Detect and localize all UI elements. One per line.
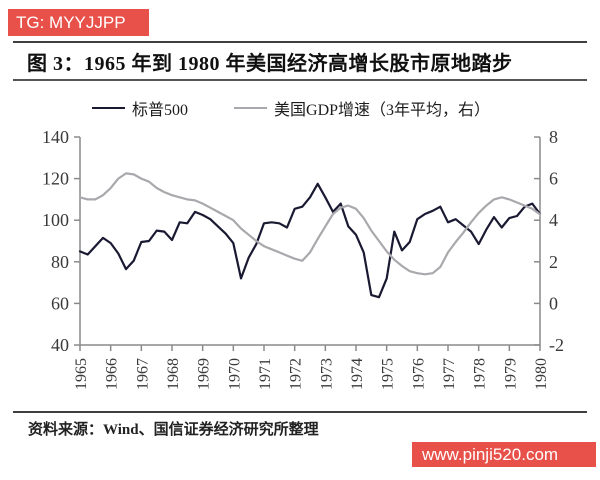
left-axis-tick-label: 120 bbox=[42, 169, 69, 189]
series-gdp-line bbox=[78, 172, 542, 276]
data-source-note: 资料来源：Wind、国信证券经济研究所整理 bbox=[28, 422, 319, 438]
x-axis-tick-label: 1965 bbox=[73, 358, 90, 390]
legend-label-gdp: 美国GDP增速（3年平均，右） bbox=[274, 102, 491, 119]
x-axis-tick-label: 1976 bbox=[410, 358, 427, 390]
left-axis-tick-label: 140 bbox=[42, 127, 69, 147]
right-axis-tick-label: 0 bbox=[549, 293, 558, 313]
x-axis-tick-label: 1979 bbox=[502, 358, 519, 390]
x-axis-tick-label: 1973 bbox=[318, 358, 335, 390]
right-axis-tick-label: -2 bbox=[549, 335, 564, 355]
x-axis-tick-label: 1980 bbox=[533, 358, 550, 390]
right-axis-tick-label: 6 bbox=[549, 169, 558, 189]
watermark-banner-bottom: www.pinji520.com bbox=[412, 442, 596, 467]
figure-title: 图 3：1965 年到 1980 年美国经济高增长股市原地踏步 bbox=[27, 53, 513, 75]
left-axis-tick-label: 100 bbox=[42, 210, 69, 230]
x-axis-tick-label: 1966 bbox=[104, 358, 121, 390]
x-axis-tick-label: 1977 bbox=[441, 358, 458, 390]
chart-legend: 标普500 美国GDP增速（3年平均，右） bbox=[92, 96, 490, 120]
title-divider-top bbox=[13, 41, 587, 43]
title-divider-bottom bbox=[13, 79, 587, 81]
legend-item-sp500: 标普500 bbox=[92, 96, 188, 120]
x-axis-tick-label: 1970 bbox=[226, 358, 243, 390]
watermark-banner-top: TG: MYYJJPP bbox=[8, 9, 149, 36]
x-axis-tick-label: 1972 bbox=[288, 358, 305, 390]
axis-frame bbox=[79, 137, 541, 346]
legend-label-sp500: 标普500 bbox=[132, 102, 189, 119]
x-axis-tick-label: 1971 bbox=[257, 358, 274, 390]
x-axis-tick-label: 1975 bbox=[380, 358, 397, 390]
sp500-line-swatch-icon bbox=[92, 106, 125, 110]
x-axis-tick-label: 1968 bbox=[165, 358, 182, 390]
right-axis-tick-label: 2 bbox=[549, 252, 558, 272]
right-axis-tick-label: 4 bbox=[549, 210, 558, 230]
left-axis-tick-label: 40 bbox=[51, 335, 69, 355]
gdp-line-swatch-icon bbox=[234, 106, 268, 110]
x-axis-tick-label: 1974 bbox=[349, 358, 366, 390]
footer-divider bbox=[13, 411, 587, 413]
x-axis-tick-label: 1969 bbox=[196, 358, 213, 390]
right-axis-tick-label: 8 bbox=[549, 127, 558, 147]
left-axis-tick-label: 80 bbox=[51, 252, 69, 272]
left-axis-tick-label: 60 bbox=[51, 293, 69, 313]
x-axis-tick-label: 1967 bbox=[134, 358, 151, 390]
legend-item-gdp: 美国GDP增速（3年平均，右） bbox=[234, 96, 490, 120]
series-sp500-line bbox=[78, 182, 542, 299]
x-axis-tick-label: 1978 bbox=[472, 358, 489, 390]
